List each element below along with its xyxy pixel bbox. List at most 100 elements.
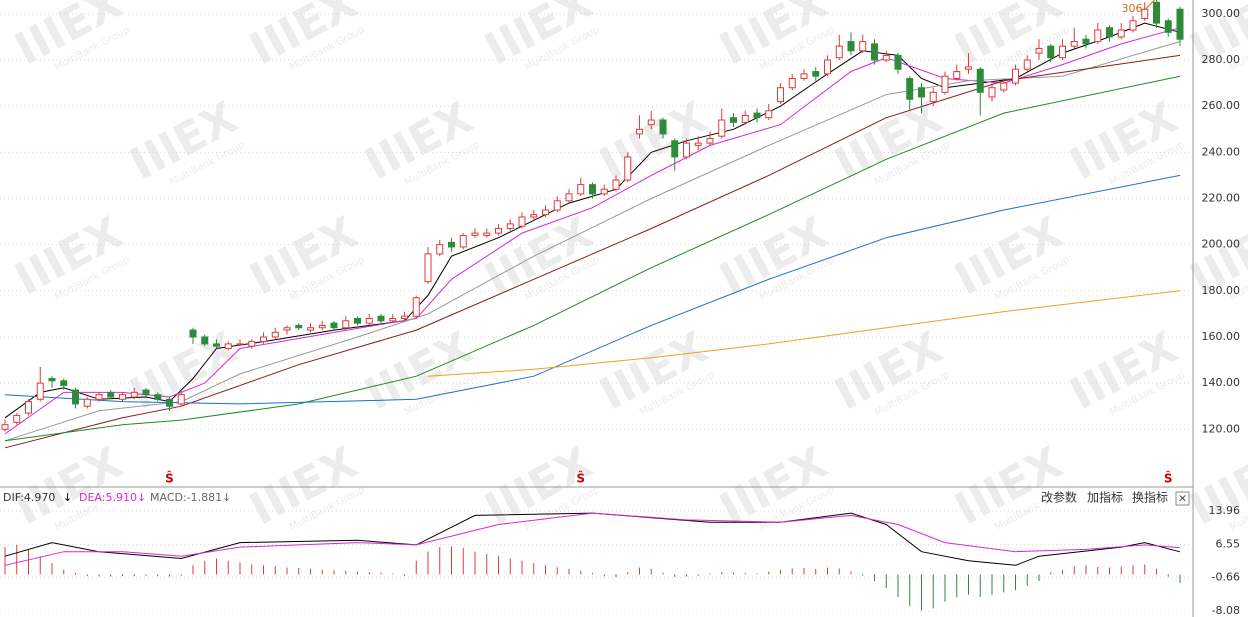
candle-body [765,110,773,119]
candle-body [1035,47,1043,54]
candle-body [495,227,502,234]
candle-body [377,315,385,322]
candle-body [1,424,9,430]
candle-body [330,322,338,329]
candle-body [260,336,267,343]
max-price-pointer [1144,0,1155,11]
y-tick-label: 220.00 [1202,191,1241,204]
candle-body [13,414,21,423]
candle-body [859,41,867,52]
candle-body [1000,82,1008,91]
candle-body [1082,38,1090,45]
y-tick-label: 280.00 [1202,53,1241,66]
candle-body [929,91,937,103]
candle-body [83,398,91,407]
candle-body [824,59,831,75]
candle-body [753,112,761,119]
candle-body [224,343,232,350]
macd-label: MACD:-1.881 [150,491,222,504]
close-box[interactable] [1175,491,1190,506]
candle-body [718,119,726,137]
y-tick-label: 300.00 [1202,7,1241,20]
candle-body [60,380,68,386]
candle-body [788,77,796,89]
y-tick-label: 120.00 [1202,422,1241,435]
dea-label: DEA:5.910 [79,491,137,504]
candle-body [683,142,690,158]
candle-body [424,253,432,283]
macd-tick-label: -8.08 [1212,604,1240,617]
candle-body [1094,29,1102,43]
candle-body [72,389,79,405]
candle-body [401,315,408,320]
candle-body [918,87,925,98]
candle-body [48,378,56,382]
candle-body [741,114,749,123]
signal-marker: Ŝ [1164,471,1173,486]
close-button[interactable]: × [1178,492,1187,505]
macd-arrow: ↓ [222,491,231,504]
dif-arrow: ↓ [63,491,72,504]
candle-body [647,119,655,126]
candle-body [295,324,303,329]
candle-body [1012,68,1019,84]
moving-average [4,54,1181,449]
candle-body [976,68,984,93]
macd-tick-label: 13.96 [1209,504,1241,517]
dea-line [4,512,1181,566]
candle-body [542,209,549,216]
moving-average [427,290,1181,377]
moving-average [4,75,1181,442]
candle-body [589,184,596,195]
candle-body [236,343,244,346]
candle-body [412,297,420,317]
candle-body [1059,45,1066,59]
candle-body [953,71,961,79]
candle-body [659,119,667,135]
candle-body [436,244,444,255]
candle-body [1117,29,1125,38]
candle-body [565,193,573,202]
candle-body [119,394,126,400]
macd-tick-label: 6.55 [1216,538,1241,551]
candle-body [612,179,620,190]
button[interactable]: 加指标 [1087,490,1123,505]
candle-body [882,54,890,61]
macd-tick-label: -0.66 [1212,570,1240,583]
candle-body [1141,8,1149,19]
candle-body [389,318,397,322]
candle-body [130,391,138,398]
candle-body [894,54,902,70]
signal-marker: Ŝ [576,471,585,486]
candle-body [283,327,291,331]
candle-body [471,232,479,236]
y-tick-label: 240.00 [1202,145,1241,158]
candle-body [800,73,808,79]
candle-body [248,341,256,347]
candle-body [518,216,526,227]
candle-body [965,66,972,70]
candle-body [636,128,643,135]
max-price-label: 306 [1122,2,1143,15]
candle-body [307,327,314,331]
candle-body [95,394,103,400]
candle-body [988,87,996,98]
button[interactable]: 换指标 [1132,490,1168,505]
candle-body [107,391,115,398]
candle-body [530,214,538,218]
candle-body [271,331,279,338]
candle-body [1176,8,1184,40]
button[interactable]: 改参数 [1041,490,1077,505]
candle-body [777,87,784,103]
candle-body [835,45,843,59]
dea-arrow: ↓ [137,491,146,504]
candle-body [1106,27,1113,38]
candle-body [671,140,679,158]
y-tick-label: 160.00 [1202,330,1241,343]
candle-body [201,336,209,345]
candle-body [730,117,737,123]
candle-body [941,75,949,93]
candle-body [1070,41,1078,47]
